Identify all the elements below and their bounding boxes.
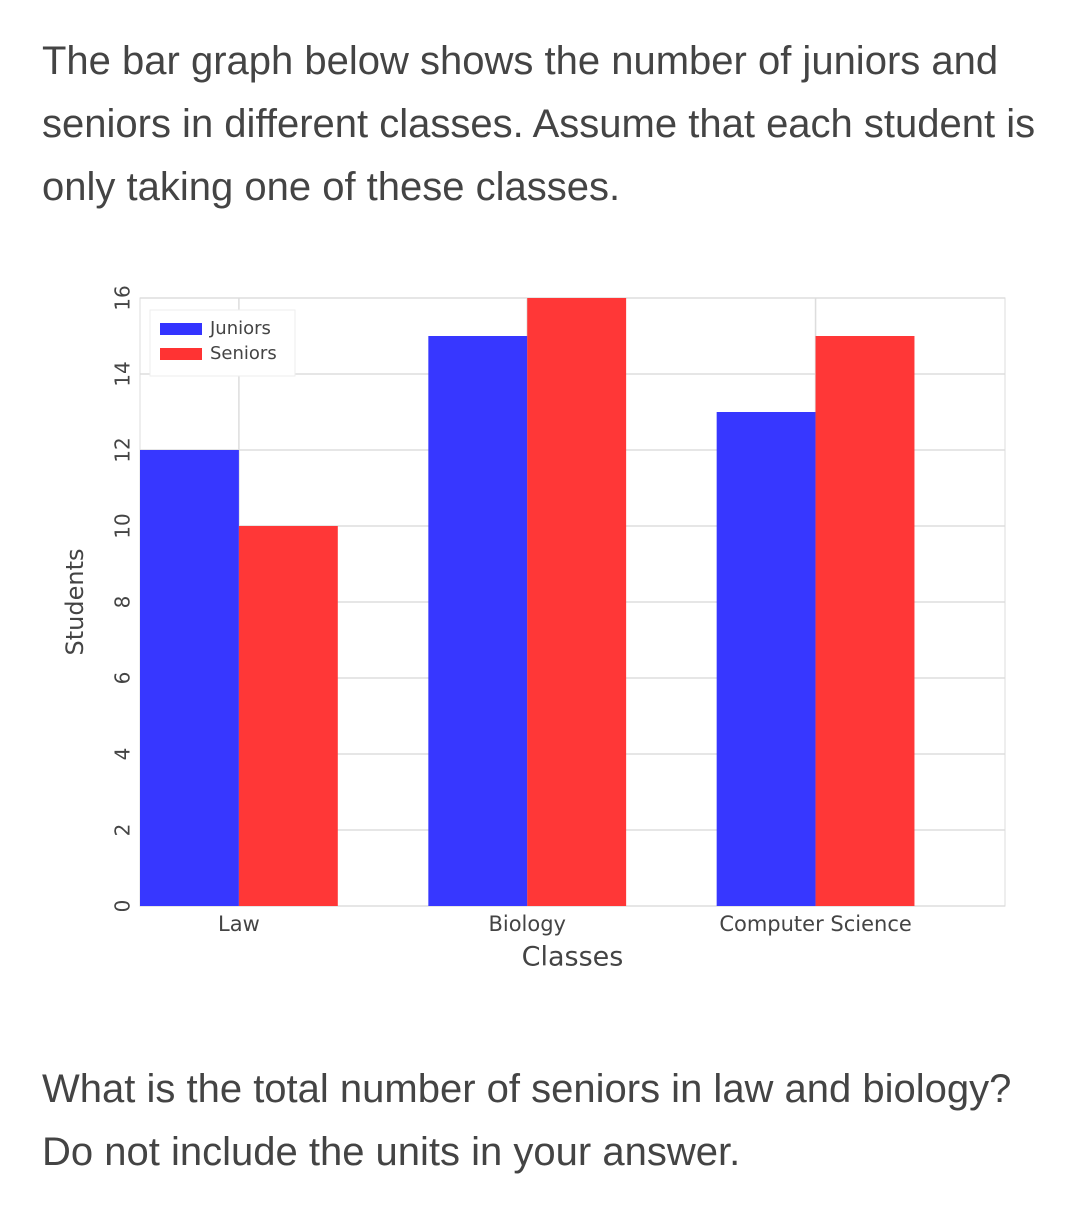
legend-swatch [160,323,202,335]
y-tick-label: 0 [111,900,135,913]
y-tick-label: 6 [111,672,135,685]
y-tick-label: 2 [111,824,135,837]
y-tick-label: 10 [111,513,135,538]
legend-box [149,309,296,377]
bar [815,336,915,906]
bar [527,298,627,906]
legend-label: Juniors [209,318,271,339]
bar [140,450,239,906]
y-tick-label: 14 [111,361,135,386]
y-tick-label: 12 [111,437,135,462]
legend-swatch [160,348,202,360]
x-tick-label: Computer Science [719,912,911,936]
bar [428,336,528,906]
x-tick-label: Biology [488,912,566,936]
y-axis-label: Students [61,549,89,656]
bar [716,412,816,906]
question-text: What is the total number of seniors in l… [42,1067,1012,1174]
bar [238,526,338,906]
x-tick-label: Law [218,912,260,936]
chart: 0 2 4 6 8 10 12 14 16 Law Biology Computer Science C… [61,285,1006,973]
y-tick-label: 4 [111,748,135,761]
x-axis-label: Classes [522,942,624,973]
y-tick-label: 8 [111,596,135,609]
legend-label: Seniors [210,343,277,364]
intro-text: The bar graph below shows the number of … [42,39,1036,209]
y-tick-label: 16 [111,285,135,310]
